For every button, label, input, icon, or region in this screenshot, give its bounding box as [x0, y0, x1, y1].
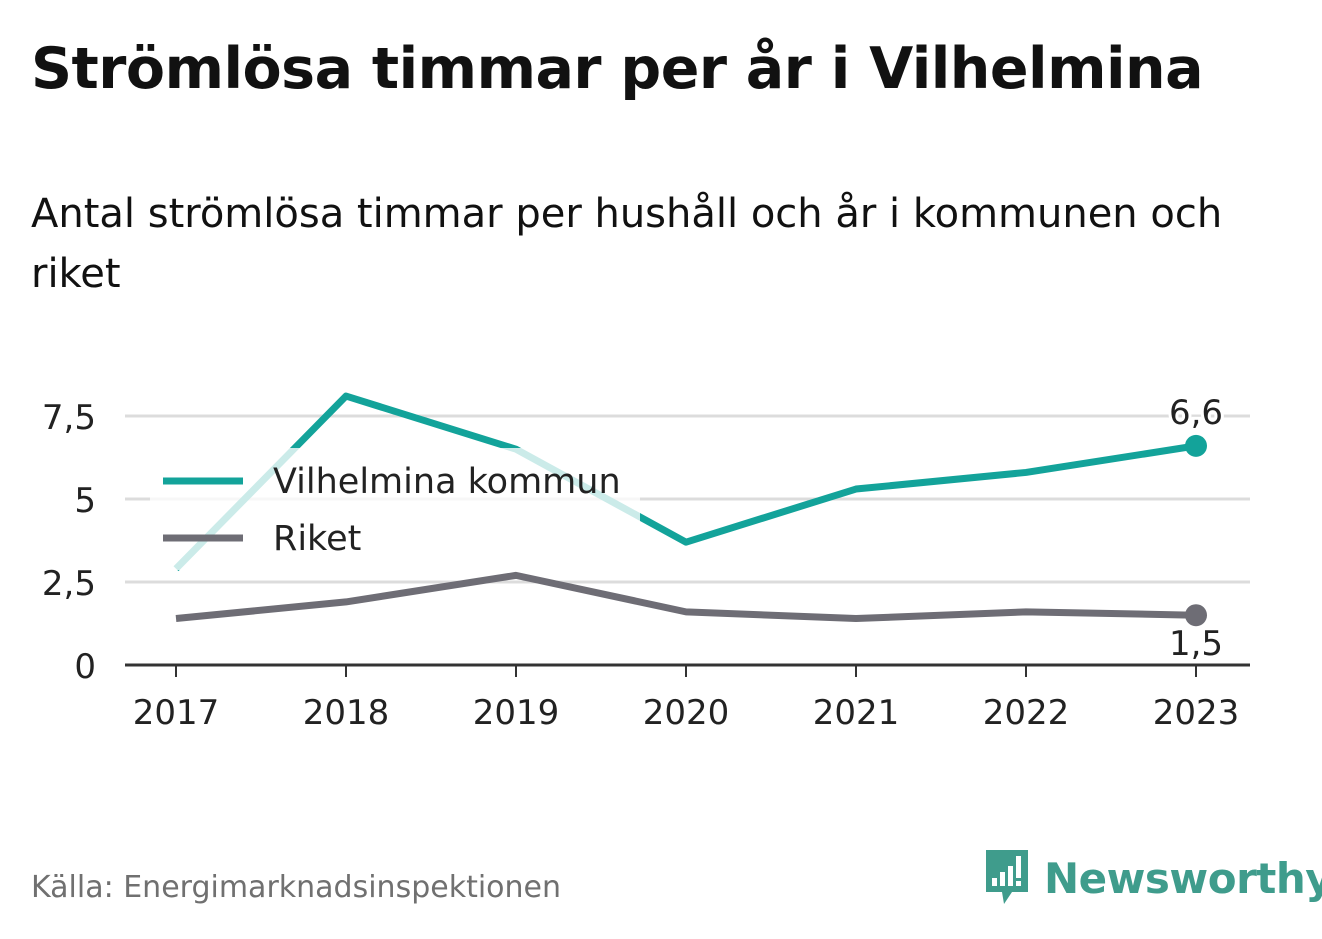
series-riket: 1,51,5	[175, 571, 1226, 667]
newsworthy-logo-icon	[986, 850, 1028, 904]
end-value-label: 1,5	[1169, 624, 1223, 664]
chart-subtitle: Antal strömlösa timmar per hushåll och å…	[31, 191, 1223, 297]
x-tick-label: 2017	[133, 693, 220, 733]
legend-label: Riket	[273, 519, 361, 559]
series-line	[175, 571, 1197, 623]
line-chart: 0 2,5 5 7,5 2017 2018 2019 2020 2021 2022 2023 6,66…	[41, 390, 1250, 733]
x-tick-label: 2021	[813, 693, 900, 733]
end-point-marker	[1185, 434, 1207, 457]
legend: Vilhelmina kommun Riket	[150, 448, 640, 570]
series-vilhelmina-kommun: 6,66,6	[173, 390, 1226, 572]
x-tick-label: 2023	[1153, 693, 1240, 733]
end-value-label-halo: 1,5	[1169, 624, 1223, 664]
x-tick-label: 2019	[473, 693, 560, 733]
y-tick-label: 7,5	[42, 398, 96, 438]
end-value-label-halo: 6,6	[1169, 393, 1223, 433]
source-note: Källa: Energimarknadsinspektionen	[31, 870, 562, 905]
y-tick-label: 0	[74, 647, 96, 687]
end-value-label: 6,6	[1169, 393, 1223, 433]
series-line	[173, 392, 1197, 572]
brand-logo: Newsworthy	[982, 848, 1322, 908]
x-tick-label: 2020	[643, 693, 730, 733]
x-tick-label: 2018	[303, 693, 390, 733]
legend-label: Vilhelmina kommun	[273, 462, 621, 502]
x-tick-label: 2022	[983, 693, 1070, 733]
legend-background	[150, 448, 640, 570]
y-tick-label: 2,5	[42, 564, 96, 604]
end-point-marker	[1185, 604, 1207, 627]
y-tick-label: 5	[74, 481, 96, 521]
chart-title: Strömlösa timmar per år i Vilhelmina	[31, 36, 1204, 102]
brand-name: Newsworthy	[1044, 853, 1322, 903]
